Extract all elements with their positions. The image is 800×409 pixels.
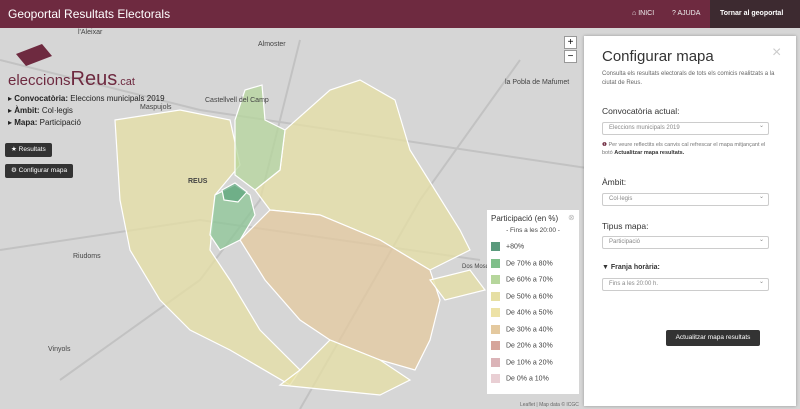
button-label: Configurar mapa — [18, 167, 68, 174]
districts — [114, 79, 487, 396]
logo-domain: .cat — [117, 76, 135, 88]
logo-icon — [16, 44, 52, 66]
legend-subtitle: - Fins a les 20:00 - — [506, 227, 560, 234]
district[interactable] — [278, 339, 412, 396]
legend: Participació (en %) ⊗ - Fins a les 20:00… — [487, 210, 579, 394]
legend-label: De 30% a 40% — [506, 325, 553, 333]
legend-swatch — [491, 291, 500, 301]
legend-label: De 60% a 70% — [506, 276, 553, 284]
field-select[interactable]: Eleccions municipals 2019 — [602, 121, 769, 135]
district[interactable] — [428, 269, 487, 301]
legend-item: De 20% a 30% — [491, 341, 553, 353]
legend-swatch — [491, 275, 500, 284]
legend-swatch — [491, 242, 500, 251]
place-label: Dos Mosquets — [462, 264, 501, 270]
place-label: Maspujols — [140, 104, 172, 111]
district[interactable] — [234, 84, 286, 191]
info-label: Convocatòria: — [14, 94, 69, 103]
field-select[interactable]: Col·legis — [602, 192, 769, 206]
place-label: REUS — [188, 178, 208, 185]
logo-name: eleccions — [8, 72, 71, 89]
legend-swatch — [491, 324, 500, 334]
place-label: Riudoms — [73, 253, 101, 260]
results-button[interactable]: ★ Resultats — [5, 143, 52, 157]
info-label: Mapa: — [14, 118, 38, 127]
legend-label: De 40% a 50% — [506, 309, 553, 317]
legend-swatch — [491, 374, 500, 383]
field-select[interactable]: Fins a les 20:00 h. — [602, 277, 769, 291]
place-label: Almoster — [258, 41, 286, 48]
field-label: Àmbit: — [602, 177, 627, 187]
info-value: Col·legis — [41, 106, 73, 115]
info-label: Àmbit: — [14, 106, 40, 115]
field-label: Tipus mapa: — [602, 221, 649, 231]
logo: eleccionsReus.cat — [8, 68, 135, 91]
info-row: ▸ Àmbit: Col·legis — [8, 106, 73, 115]
nav-back[interactable]: Tornar al geoportal ➜ — [710, 0, 800, 45]
field-select[interactable]: Participació — [602, 235, 769, 249]
nav-label: AJUDA — [677, 10, 701, 17]
panel-description: Consulta els resultats electorals de tot… — [602, 71, 775, 86]
district[interactable] — [254, 79, 471, 271]
legend-label: De 0% a 10% — [506, 375, 549, 383]
app-title: Geoportal Resultats Electorals — [8, 7, 171, 21]
legend-close[interactable]: ⊗ — [568, 213, 575, 222]
button-label: Resultats — [18, 146, 46, 153]
legend-item: De 50% a 60% — [491, 291, 553, 304]
field-label-text: Franja horària: — [610, 264, 660, 271]
legend-item: De 10% a 20% — [491, 357, 553, 370]
info-value: Participació — [39, 118, 81, 127]
legend-item: De 60% a 70% — [491, 275, 553, 287]
info-row: ▸ Mapa: Participació — [8, 118, 81, 127]
panel-close[interactable]: × — [772, 44, 782, 61]
logo-city: Reus — [70, 68, 118, 90]
legend-label: De 50% a 60% — [506, 292, 553, 300]
panel-note: ❶ Per veure reflectits els canvis cal re… — [602, 142, 766, 156]
attribution: Leaflet | Map data © ICGC — [520, 402, 579, 408]
legend-swatch — [491, 308, 500, 317]
place-label: Vinyols — [48, 346, 71, 353]
legend-swatch — [491, 357, 500, 367]
note-action: Actualitzar mapa resultats. — [614, 150, 685, 156]
place-label: Castellvell del Camp — [205, 97, 269, 104]
legend-swatch — [491, 341, 500, 350]
legend-label: De 10% a 20% — [506, 358, 553, 366]
nav-label: INICI — [638, 10, 655, 17]
legend-item: De 70% a 80% — [491, 258, 553, 271]
nav-help[interactable]: ? AJUDA — [672, 10, 701, 17]
legend-item: +80% — [491, 242, 524, 254]
config-panel: Configurar mapa × Consulta els resultats… — [584, 36, 796, 406]
header: Geoportal Resultats Electorals ⌂ INICI ?… — [0, 0, 800, 45]
legend-label: De 70% a 80% — [506, 259, 553, 267]
zoom-out[interactable]: − — [564, 50, 577, 63]
panel-title: Configurar mapa — [602, 48, 714, 65]
district[interactable] — [221, 182, 248, 203]
legend-item: De 30% a 40% — [491, 324, 553, 337]
nav-home[interactable]: ⌂ INICI — [632, 10, 655, 17]
field-label: Convocatòria actual: — [602, 106, 680, 116]
update-button[interactable]: Actualitzar mapa resultats — [666, 330, 760, 346]
field-label: ▼ Franja horària: — [602, 264, 660, 271]
place-label: la Pobla de Mafumet — [505, 79, 570, 86]
legend-swatch — [491, 258, 500, 268]
legend-item: De 40% a 50% — [491, 308, 553, 320]
legend-item: De 0% a 10% — [491, 374, 549, 386]
configure-button[interactable]: ⚙ Configurar mapa — [5, 164, 74, 178]
legend-title: Participació (en %) — [491, 214, 559, 223]
legend-label: De 20% a 30% — [506, 342, 553, 350]
note-text: Per veure reflectits els canvis cal refr… — [602, 142, 766, 156]
legend-label: +80% — [506, 243, 525, 251]
zoom-in[interactable]: + — [564, 36, 577, 49]
place-label: l'Aleixar — [78, 29, 103, 36]
nav-label: Tornar al geoportal — [720, 10, 784, 17]
info-row: ▸ Convocatòria: Eleccions municipals 201… — [8, 94, 165, 103]
district[interactable] — [239, 209, 441, 371]
info-value: Eleccions municipals 2019 — [70, 94, 165, 103]
